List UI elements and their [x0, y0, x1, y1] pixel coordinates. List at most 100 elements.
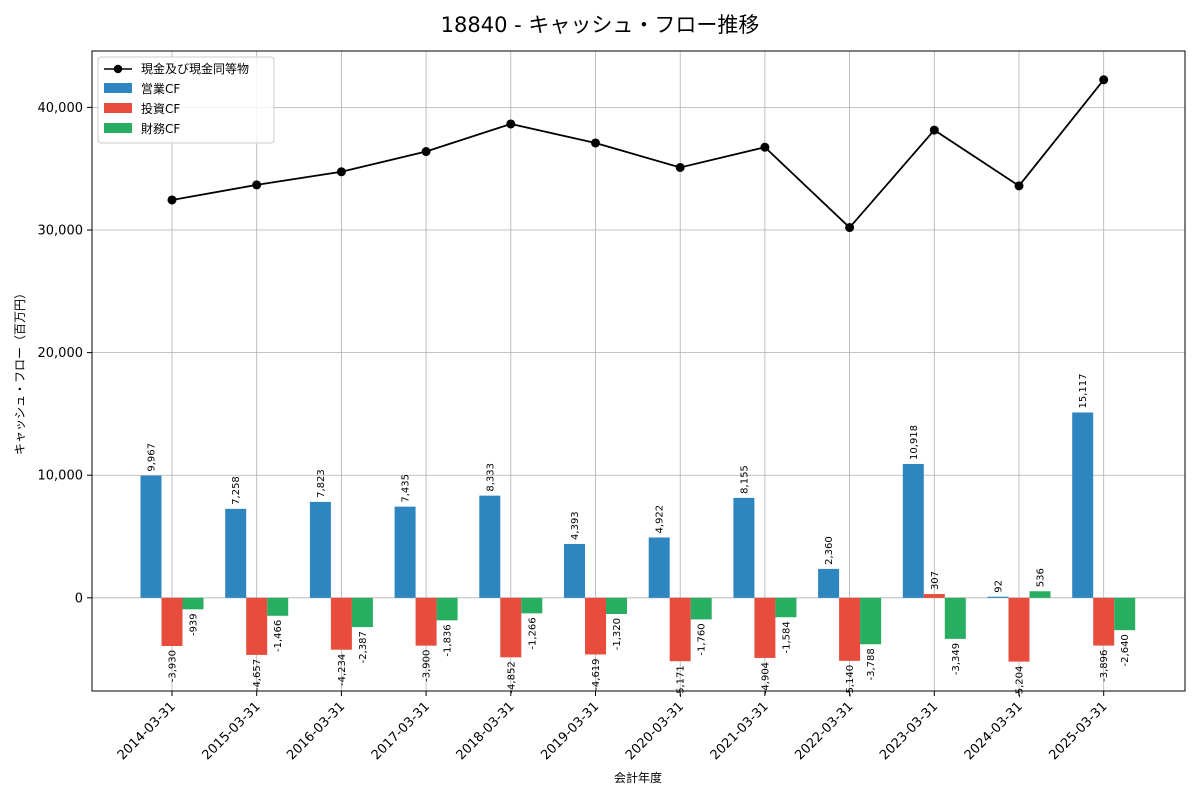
data-label: 15,117 — [1078, 373, 1089, 408]
y-tick-label: 30,000 — [38, 224, 84, 239]
cash-equivalents-point — [929, 125, 939, 135]
data-label: -4,619 — [591, 658, 602, 690]
legend-label-financing: 財務CF — [141, 121, 180, 136]
bar-operating-cf — [1072, 412, 1094, 598]
bar-financing-cf — [267, 597, 289, 616]
data-label: 4,393 — [570, 511, 581, 540]
legend-box — [97, 56, 275, 144]
x-tick-label: 2020-03-31 — [623, 699, 687, 763]
data-label: 7,823 — [316, 469, 327, 498]
cash-line — [167, 75, 1109, 233]
bar-investing-cf — [415, 597, 437, 646]
data-label: -3,900 — [422, 650, 433, 682]
data-label: 7,258 — [231, 476, 242, 505]
legend-label-investing: 投資CF — [141, 101, 180, 116]
bar-investing-cf — [1008, 597, 1030, 662]
x-tick-label: 2023-03-31 — [877, 699, 941, 763]
data-label: -1,836 — [443, 624, 454, 656]
data-label: 10,918 — [909, 425, 920, 460]
bar-financing-cf — [436, 597, 458, 621]
data-label: -5,204 — [1015, 666, 1026, 698]
legend-marker-swatch — [113, 64, 123, 74]
bar-operating-cf — [648, 537, 670, 598]
bar-financing-cf — [690, 597, 712, 620]
legend-swatch-financing — [104, 123, 132, 133]
bar-financing-cf — [606, 597, 627, 615]
x-tick-label: 2015-03-31 — [199, 699, 263, 763]
bar-investing-cf — [669, 597, 691, 662]
cash-equivalents-point — [336, 167, 346, 177]
bar-investing-cf — [585, 597, 606, 655]
cash-equivalents-point — [421, 147, 431, 157]
data-label: -3,788 — [866, 648, 877, 680]
bar-investing-cf — [500, 597, 522, 658]
y-axis: 0 10,000 20,000 30,000 40,000 — [38, 101, 92, 606]
data-label: -5,171 — [676, 665, 687, 697]
bar-operating-cf — [564, 543, 585, 598]
cash-equivalents-point — [1014, 181, 1024, 191]
cash-equivalents-point — [167, 195, 177, 205]
grid — [92, 51, 1185, 691]
x-tick-label: 2018-03-31 — [454, 699, 518, 763]
bar-financing-cf — [182, 597, 204, 610]
data-label: 8,155 — [739, 465, 750, 494]
bar-financing-cf — [351, 597, 373, 628]
x-tick-label: 2025-03-31 — [1046, 699, 1110, 763]
bar-investing-cf — [246, 597, 268, 655]
x-axis: 2014-03-31 2015-03-31 2016-03-31 2017-03-31… — [115, 691, 1111, 763]
data-label: -939 — [189, 613, 200, 636]
x-tick-label: 2021-03-31 — [708, 699, 772, 763]
bar-operating-cf — [225, 508, 247, 598]
bar-operating-cf — [987, 596, 1009, 598]
cash-equivalents-point — [252, 180, 262, 190]
data-label: -1,584 — [781, 621, 792, 653]
bar-operating-cf — [309, 501, 331, 598]
data-label: -4,852 — [506, 661, 517, 693]
x-axis-title: 会計年度 — [614, 770, 662, 785]
bar-investing-cf — [161, 597, 183, 647]
data-label: 536 — [1036, 568, 1047, 587]
data-label: 9,967 — [147, 443, 158, 472]
bar-operating-cf — [818, 568, 840, 598]
bar-investing-cf — [1093, 597, 1115, 646]
plot-frame — [91, 50, 1186, 692]
data-label: -1,760 — [697, 623, 708, 655]
data-label: -1,466 — [273, 620, 284, 652]
data-label: 7,435 — [401, 474, 412, 503]
bar-operating-cf — [733, 497, 755, 598]
y-tick-label: 20,000 — [38, 346, 84, 361]
y-axis-title: キャッシュ・フロー（百万円） — [13, 287, 27, 455]
data-label: 307 — [930, 571, 941, 590]
x-tick-label: 2019-03-31 — [538, 699, 602, 763]
data-label: -3,896 — [1099, 650, 1110, 682]
data-label: -4,657 — [252, 659, 263, 691]
x-tick-label: 2014-03-31 — [115, 699, 179, 763]
data-label: -2,640 — [1120, 634, 1131, 666]
data-label: -1,320 — [612, 618, 623, 650]
bars — [140, 412, 1136, 662]
x-tick-label: 2022-03-31 — [792, 699, 856, 763]
data-label: 92 — [994, 580, 1005, 593]
bar-financing-cf — [1114, 597, 1136, 631]
bar-operating-cf — [902, 463, 924, 598]
bar-operating-cf — [140, 475, 162, 598]
data-label: -3,349 — [951, 643, 962, 675]
chart-title: 18840 - キャッシュ・フロー推移 — [441, 13, 760, 37]
data-labels: 9,967 7,258 7,823 7,435 8,333 4,393 4,922 8,155… — [147, 373, 1132, 697]
cash-equivalents-point — [760, 142, 770, 152]
data-label: -4,904 — [760, 662, 771, 694]
legend-label-cash: 現金及び現金同等物 — [141, 61, 249, 76]
legend: 現金及び現金同等物 営業CF 投資CF 財務CF — [97, 56, 275, 144]
bar-operating-cf — [394, 506, 416, 598]
y-tick-label: 0 — [75, 591, 83, 606]
x-tick-label: 2016-03-31 — [284, 699, 348, 763]
cash-equivalents-point — [591, 138, 600, 148]
data-label: -3,930 — [168, 650, 179, 682]
cash-equivalents-line — [171, 79, 1105, 229]
cash-equivalents-point — [1099, 75, 1109, 85]
bar-financing-cf — [1029, 591, 1051, 598]
cash-equivalents-point — [845, 223, 855, 233]
y-tick-label: 40,000 — [38, 101, 84, 116]
data-label: 2,360 — [824, 536, 835, 565]
